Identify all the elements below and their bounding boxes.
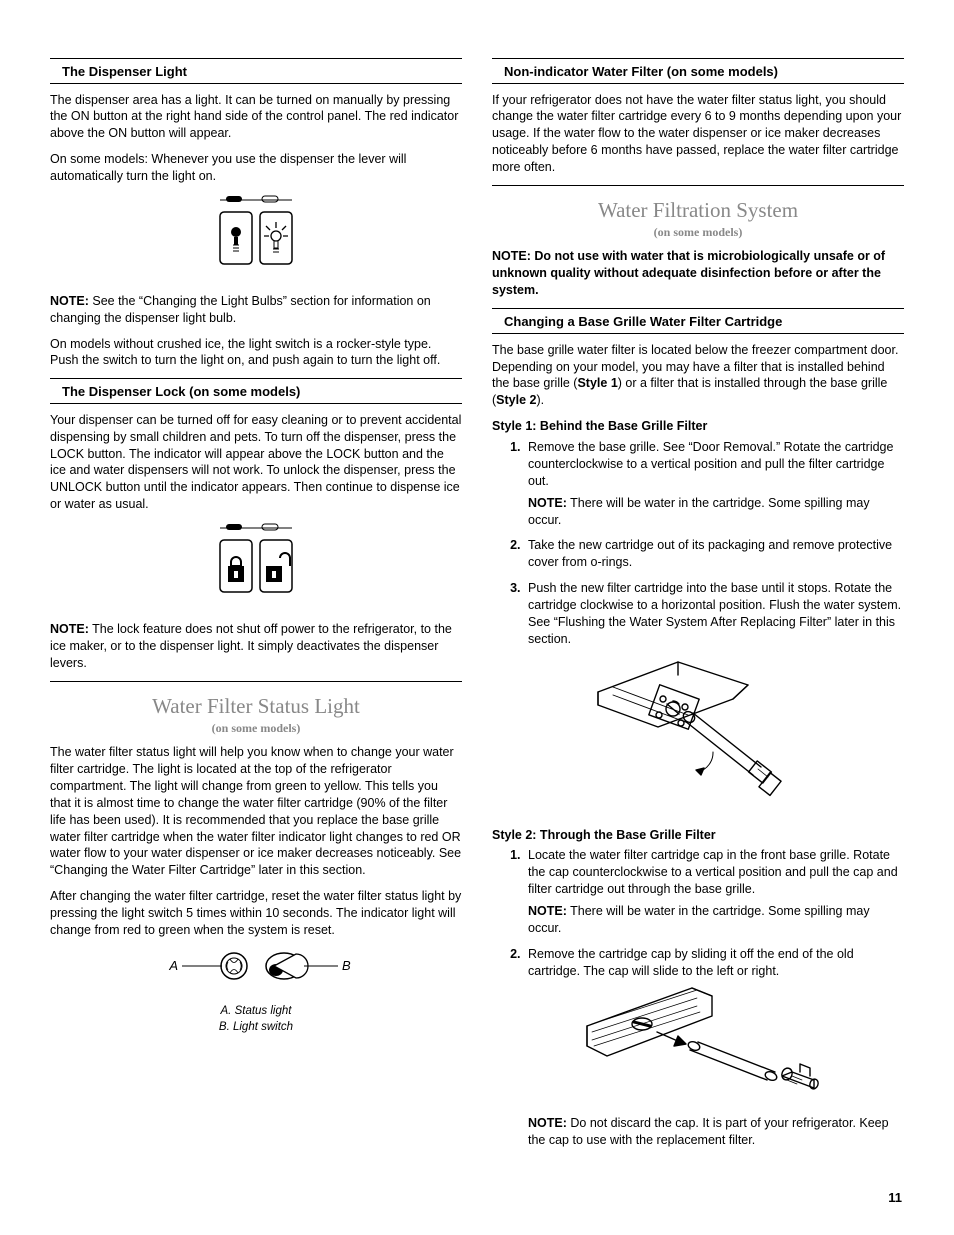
divider <box>492 185 904 186</box>
figure-style1-filter <box>492 657 904 817</box>
note-body: There will be water in the cartridge. So… <box>528 496 870 527</box>
rule <box>492 58 904 59</box>
body-text: Your dispenser can be turned off for eas… <box>50 412 462 513</box>
list-item: Remove the cartridge cap by sliding it o… <box>524 946 904 1149</box>
note-label: NOTE: <box>50 294 89 308</box>
figure-status-light: A B A. Status light B. Light switch <box>50 948 462 1035</box>
caption-b: B. Light switch <box>219 1021 293 1033</box>
note-label: NOTE: <box>528 1116 567 1130</box>
page-number: 11 <box>888 1189 902 1207</box>
note-label: NOTE: <box>528 904 567 918</box>
callout-a: A <box>168 958 178 973</box>
figure-style2-filter <box>510 986 904 1106</box>
note-body: The lock feature does not shut off power… <box>50 622 452 670</box>
callout-b: B <box>342 958 351 973</box>
note-label: NOTE: <box>50 622 89 636</box>
style2-steps: Locate the water filter cartridge cap in… <box>492 847 904 1149</box>
note-text: NOTE: See the “Changing the Light Bulbs”… <box>50 293 462 327</box>
subheading-changing-cartridge: Changing a Base Grille Water Filter Cart… <box>492 311 904 334</box>
body-text: The base grille water filter is located … <box>492 342 904 410</box>
body-text: The water filter status light will help … <box>50 744 462 879</box>
subheading-dispenser-lock: The Dispenser Lock (on some models) <box>50 381 462 404</box>
note-body: See the “Changing the Light Bulbs” secti… <box>50 294 431 325</box>
note-label: NOTE: <box>528 496 567 510</box>
divider <box>50 681 462 682</box>
rule <box>50 58 462 59</box>
list-item: Take the new cartridge out of its packag… <box>524 537 904 571</box>
caption-a: A. Status light <box>221 1005 292 1017</box>
list-item: Push the new filter cartridge into the b… <box>524 580 904 648</box>
section-title-filter-status: Water Filter Status Light <box>50 692 462 720</box>
section-subtitle: (on some models) <box>492 224 904 240</box>
body-text: On some models: Whenever you use the dis… <box>50 151 462 185</box>
style2-heading: Style 2: Through the Base Grille Filter <box>492 827 904 844</box>
left-column: The Dispenser Light The dispenser area h… <box>50 58 462 1158</box>
figure-lock-buttons <box>50 522 462 611</box>
style1-heading: Style 1: Behind the Base Grille Filter <box>492 418 904 435</box>
subheading-nonindicator: Non-indicator Water Filter (on some mode… <box>492 61 904 84</box>
body-text: The dispenser area has a light. It can b… <box>50 92 462 143</box>
style1-steps: Remove the base grille. See “Door Remova… <box>492 439 904 648</box>
warning-note: NOTE: Do not use with water that is micr… <box>492 248 904 299</box>
body-text: After changing the water filter cartridg… <box>50 888 462 939</box>
figure-caption: A. Status light B. Light switch <box>50 1003 462 1035</box>
note-text: NOTE: The lock feature does not shut off… <box>50 621 462 672</box>
note-body: Do not discard the cap. It is part of yo… <box>528 1116 889 1147</box>
list-item: Locate the water filter cartridge cap in… <box>524 847 904 936</box>
note-body: There will be water in the cartridge. So… <box>528 904 870 935</box>
subheading-dispenser-light: The Dispenser Light <box>50 61 462 84</box>
section-title-filtration: Water Filtration System <box>492 196 904 224</box>
rule <box>492 308 904 309</box>
list-item: Remove the base grille. See “Door Remova… <box>524 439 904 528</box>
rule <box>50 378 462 379</box>
two-column-layout: The Dispenser Light The dispenser area h… <box>50 58 904 1158</box>
right-column: Non-indicator Water Filter (on some mode… <box>492 58 904 1158</box>
body-text: On models without crushed ice, the light… <box>50 336 462 370</box>
body-text: If your refrigerator does not have the w… <box>492 92 904 176</box>
section-subtitle: (on some models) <box>50 720 462 736</box>
figure-light-buttons <box>50 194 462 283</box>
